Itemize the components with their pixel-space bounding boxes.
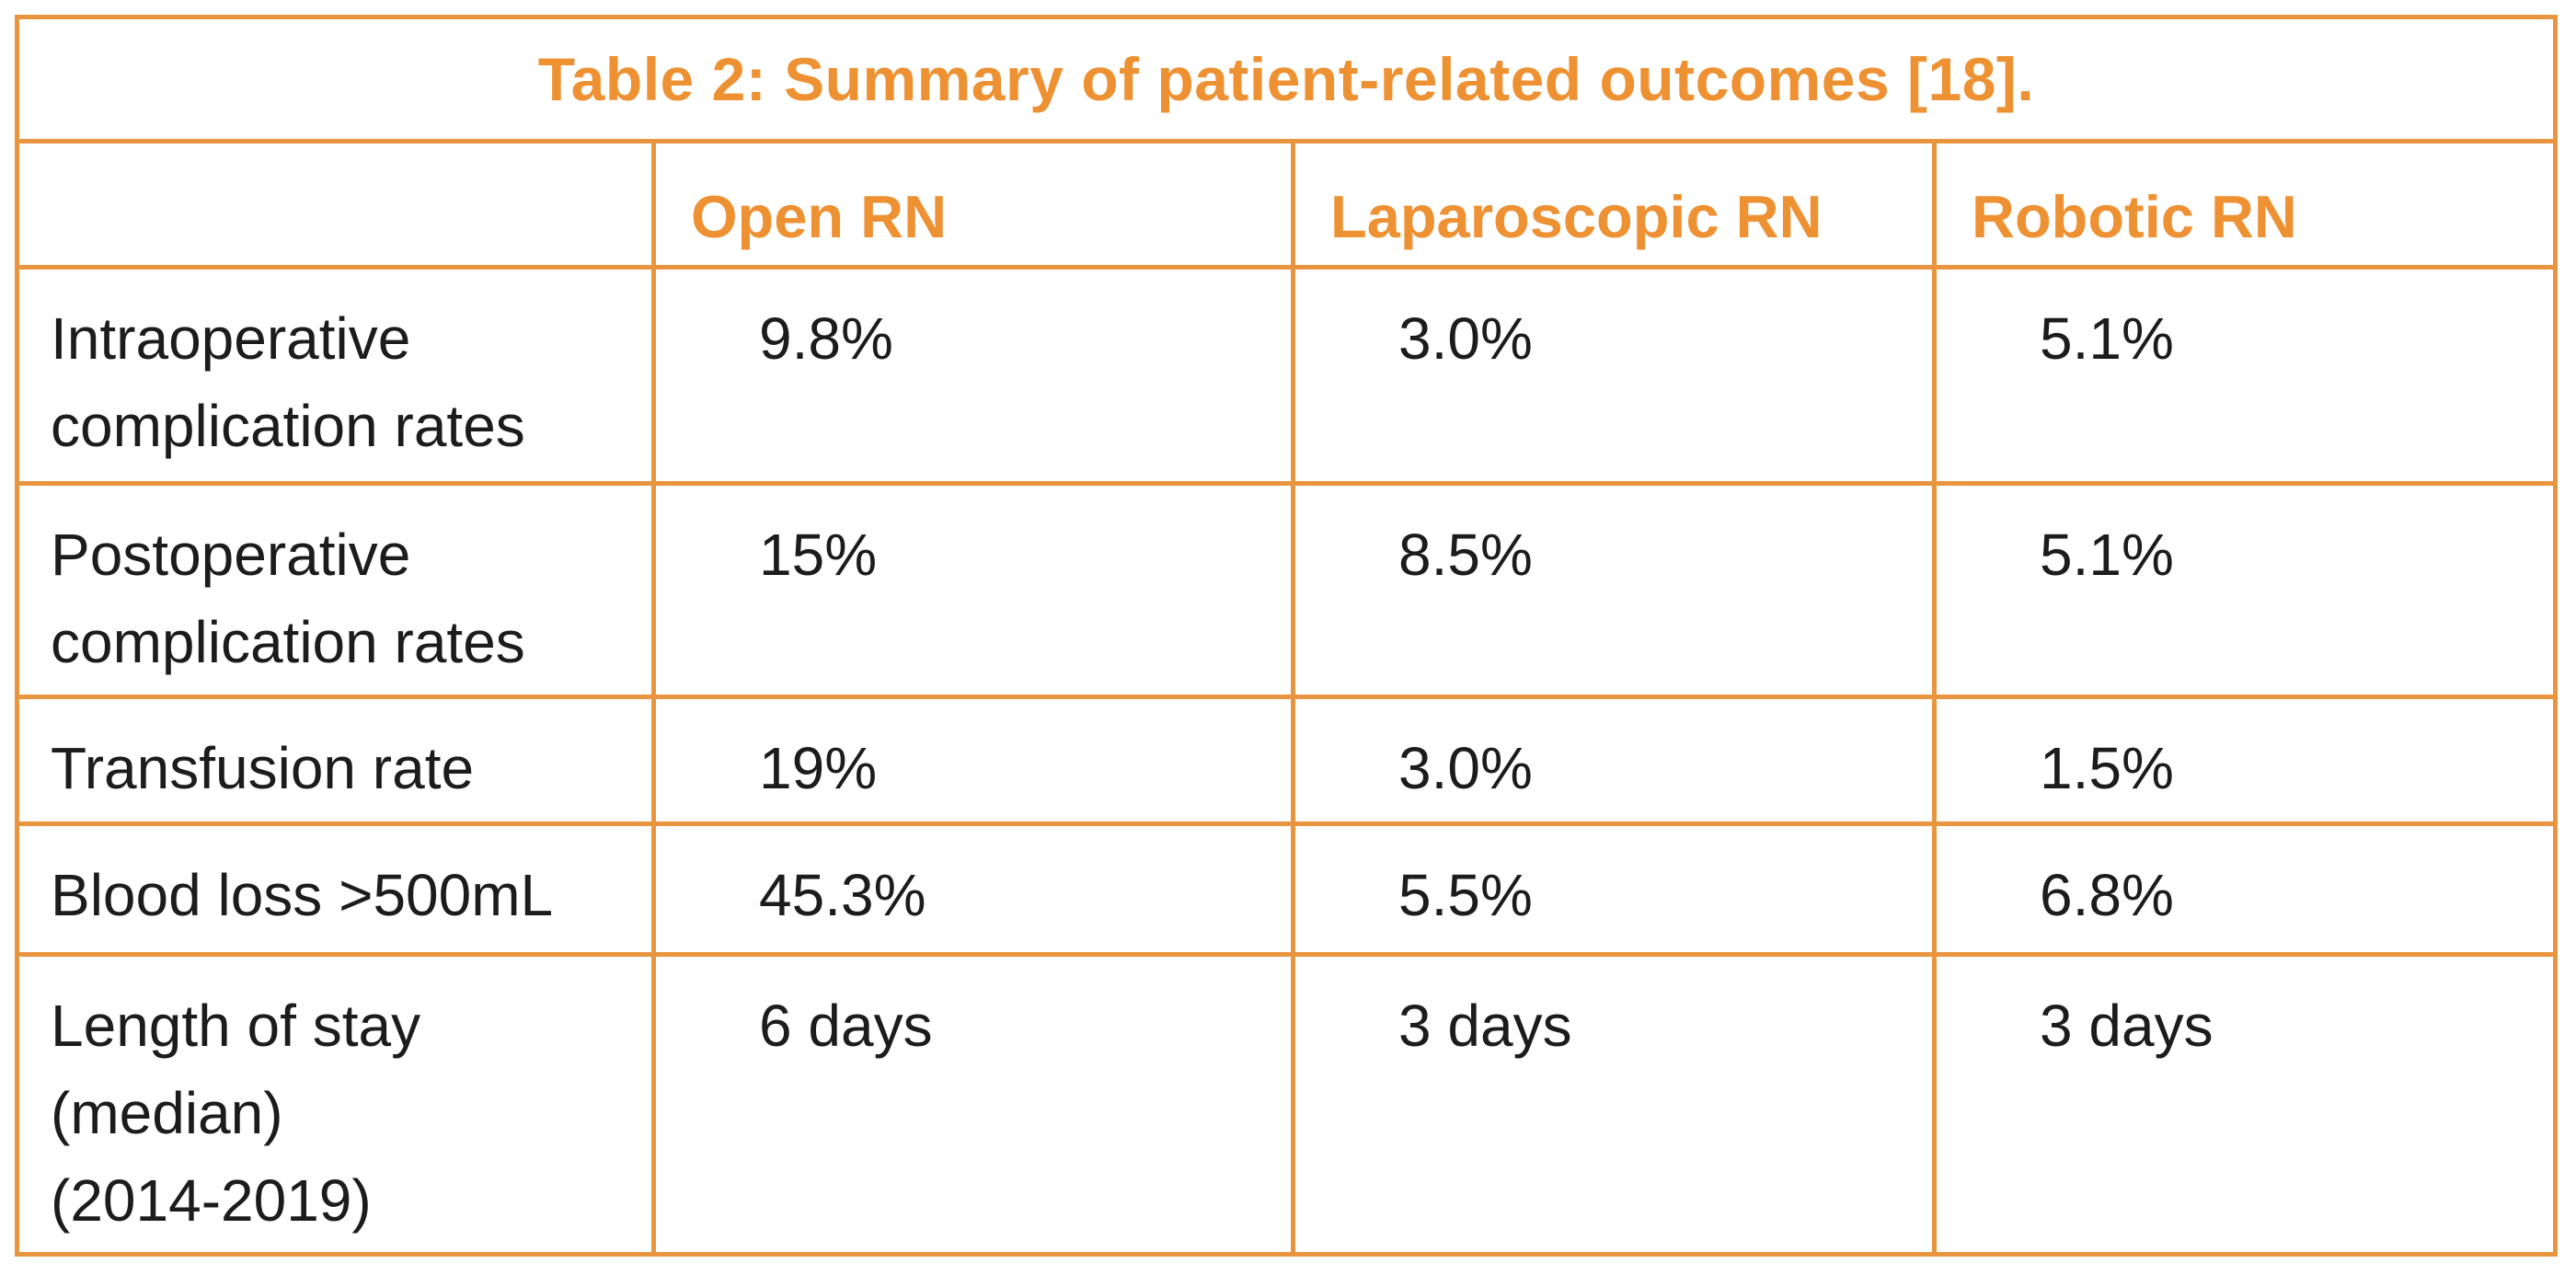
row-label-intraoperative-complication-rates: Intraoperative complication rates (19, 270, 656, 486)
column-header-laparoscopic-rn: Laparoscopic RN (1295, 144, 1937, 270)
cell-length-of-stay-median-robotic-rn: 3 days (1937, 957, 2553, 1252)
row-label-postoperative-complication-rates: Postoperative complication rates (19, 486, 656, 699)
cell-postoperative-complication-rates-open-rn: 15% (656, 486, 1295, 699)
cell-transfusion-rate-laparoscopic-rn: 3.0% (1295, 699, 1937, 826)
table-title: Table 2: Summary of patient-related outc… (537, 45, 2035, 113)
cell-intraoperative-complication-rates-robotic-rn: 5.1% (1937, 270, 2553, 486)
outcomes-table: Table 2: Summary of patient-related outc… (15, 15, 2558, 1257)
cell-postoperative-complication-rates-robotic-rn: 5.1% (1937, 486, 2553, 699)
table-title-row: Table 2: Summary of patient-related outc… (19, 19, 2553, 144)
cell-blood-loss-over-500ml-robotic-rn: 6.8% (1937, 826, 2553, 957)
cell-intraoperative-complication-rates-laparoscopic-rn: 3.0% (1295, 270, 1937, 486)
row-label-transfusion-rate: Transfusion rate (19, 699, 656, 826)
row-label-blood-loss-over-500ml: Blood loss >500mL (19, 826, 656, 957)
cell-blood-loss-over-500ml-open-rn: 45.3% (656, 826, 1295, 957)
cell-length-of-stay-median-open-rn: 6 days (656, 957, 1295, 1252)
column-header-open-rn: Open RN (656, 144, 1295, 270)
corner-cell (19, 144, 656, 270)
cell-blood-loss-over-500ml-laparoscopic-rn: 5.5% (1295, 826, 1937, 957)
cell-intraoperative-complication-rates-open-rn: 9.8% (656, 270, 1295, 486)
cell-transfusion-rate-open-rn: 19% (656, 699, 1295, 826)
cell-postoperative-complication-rates-laparoscopic-rn: 8.5% (1295, 486, 1937, 699)
row-label-length-of-stay-median: Length of stay (median) (2014-2019) (19, 957, 656, 1252)
cell-length-of-stay-median-laparoscopic-rn: 3 days (1295, 957, 1937, 1252)
column-header-robotic-rn: Robotic RN (1937, 144, 2553, 270)
cell-transfusion-rate-robotic-rn: 1.5% (1937, 699, 2553, 826)
